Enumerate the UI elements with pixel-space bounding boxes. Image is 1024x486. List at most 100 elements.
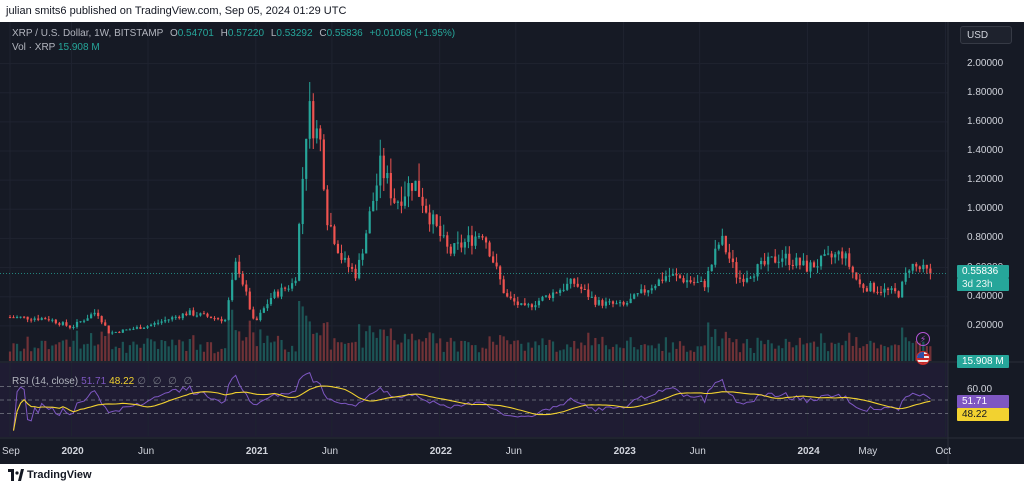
volume-bar-104 bbox=[375, 337, 378, 361]
volume-bar-239 bbox=[851, 345, 854, 361]
volume-bar-25 bbox=[97, 344, 100, 361]
volume-bar-124 bbox=[446, 341, 449, 361]
volume-bar-2 bbox=[15, 343, 19, 361]
volume-bar-36 bbox=[135, 344, 139, 361]
candle-244 bbox=[869, 280, 872, 292]
candle-230 bbox=[819, 254, 823, 270]
tradingview-logo-icon[interactable] bbox=[8, 469, 24, 481]
volume-bar-29 bbox=[111, 349, 114, 361]
volume-bar-194 bbox=[693, 351, 696, 361]
volume-bar-156 bbox=[559, 350, 562, 361]
candle-11 bbox=[47, 316, 50, 322]
volume-bar-163 bbox=[583, 345, 586, 361]
volume-bar-98 bbox=[354, 341, 357, 361]
candle-75 bbox=[273, 289, 276, 300]
chart-canvas[interactable] bbox=[0, 22, 1024, 464]
volume-bar-151 bbox=[541, 338, 544, 361]
volume-bar-204 bbox=[728, 338, 731, 361]
candle-49 bbox=[181, 313, 184, 321]
candle-174 bbox=[622, 300, 625, 307]
volume-bar-103 bbox=[372, 332, 375, 361]
volume-bar-6 bbox=[30, 351, 33, 361]
volume-bar-54 bbox=[199, 344, 202, 361]
volume-bar-110 bbox=[396, 344, 399, 361]
candle-8 bbox=[37, 314, 40, 322]
candle-0 bbox=[8, 314, 12, 319]
volume-bar-62 bbox=[227, 301, 230, 361]
volume-bar-150 bbox=[537, 345, 541, 361]
volume-bar-18 bbox=[72, 340, 75, 361]
candle-120 bbox=[432, 210, 435, 234]
volume-bar-176 bbox=[629, 337, 632, 361]
candle-159 bbox=[569, 278, 572, 289]
volume-bar-131 bbox=[470, 345, 474, 361]
volume-bar-257 bbox=[915, 341, 918, 361]
candle-237 bbox=[844, 251, 847, 266]
candle-56 bbox=[206, 312, 209, 318]
change-value: +0.01068 (+1.95%) bbox=[369, 28, 456, 39]
candle-136 bbox=[488, 240, 491, 258]
candle-64 bbox=[234, 257, 237, 281]
volume-bar-94 bbox=[340, 342, 343, 361]
candle-24 bbox=[93, 309, 96, 317]
candle-77 bbox=[280, 283, 283, 300]
volume-bar-261 bbox=[929, 346, 932, 361]
candle-154 bbox=[551, 289, 555, 302]
volume-bar-241 bbox=[858, 347, 861, 361]
volume-bar-68 bbox=[248, 320, 251, 361]
volume-bar-17 bbox=[68, 346, 72, 361]
candle-19 bbox=[75, 319, 79, 329]
volume-bar-147 bbox=[527, 342, 530, 361]
candle-177 bbox=[633, 293, 636, 300]
volume-bar-160 bbox=[573, 340, 576, 361]
candle-164 bbox=[587, 283, 590, 300]
currency-button[interactable]: USD bbox=[960, 26, 1012, 44]
volume-bar-90 bbox=[326, 322, 329, 361]
volume-bar-243 bbox=[865, 344, 868, 361]
candle-116 bbox=[417, 163, 421, 198]
volume-bar-63 bbox=[231, 309, 234, 361]
us-flag-icon[interactable] bbox=[916, 351, 930, 365]
candle-100 bbox=[361, 248, 364, 266]
candle-48 bbox=[178, 315, 181, 320]
candle-32 bbox=[121, 329, 124, 333]
volume-bar-64 bbox=[234, 330, 237, 361]
candle-143 bbox=[513, 293, 516, 306]
volume-bar-167 bbox=[597, 344, 600, 361]
volume-bar-208 bbox=[742, 343, 745, 361]
volume-bar-202 bbox=[721, 338, 724, 361]
volume-bar-211 bbox=[752, 352, 756, 361]
chart-frame[interactable]: XRP / U.S. Dollar, 1W, BITSTAMP O0.54701… bbox=[0, 22, 1024, 464]
candle-76 bbox=[276, 289, 280, 299]
candle-243 bbox=[865, 285, 868, 293]
volume-bar-80 bbox=[291, 345, 294, 361]
volume-bar-164 bbox=[587, 332, 590, 361]
candle-101 bbox=[365, 229, 368, 254]
candle-4 bbox=[23, 316, 26, 319]
candle-251 bbox=[894, 283, 897, 294]
volume-bar-166 bbox=[594, 337, 597, 361]
candle-140 bbox=[502, 275, 505, 294]
candle-40 bbox=[149, 323, 153, 327]
volume-bar-229 bbox=[816, 346, 819, 361]
volume-bar-92 bbox=[333, 338, 336, 361]
candle-66 bbox=[241, 270, 244, 287]
candle-55 bbox=[202, 310, 206, 315]
time-tick-label: Sep bbox=[2, 446, 20, 457]
candle-150 bbox=[537, 297, 541, 308]
candle-92 bbox=[333, 224, 336, 246]
time-tick-label: 2020 bbox=[61, 446, 84, 457]
candle-121 bbox=[435, 214, 438, 228]
candle-85 bbox=[308, 82, 311, 149]
volume-bar-20 bbox=[79, 348, 82, 361]
volume-bar-81 bbox=[294, 351, 297, 361]
bolt-icon[interactable]: ⚡ bbox=[916, 332, 930, 346]
volume-bar-213 bbox=[760, 340, 763, 361]
volume-bar-38 bbox=[142, 343, 146, 361]
volume-bar-121 bbox=[435, 343, 438, 361]
rsi-tag: 51.71 bbox=[957, 395, 1009, 408]
candle-241 bbox=[858, 274, 861, 288]
volume-bar-52 bbox=[192, 335, 195, 361]
volume-bar-5 bbox=[26, 336, 29, 361]
volume-bar-227 bbox=[809, 342, 812, 361]
